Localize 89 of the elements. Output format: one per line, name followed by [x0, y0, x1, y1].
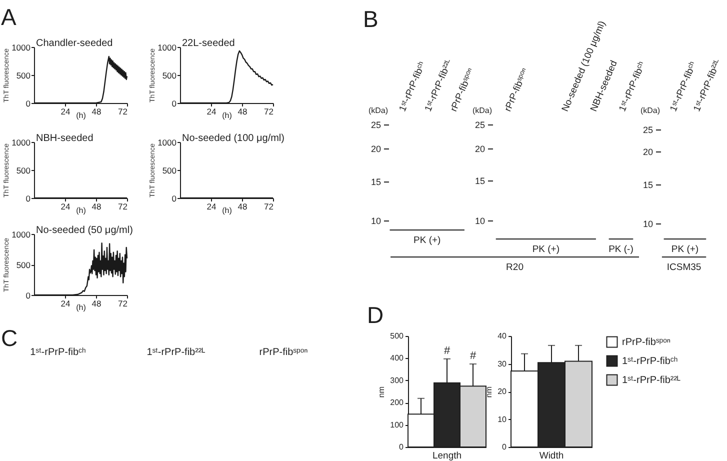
- text: A: [1, 4, 17, 30]
- y-tick-label: 20: [498, 387, 508, 396]
- text: 15: [370, 177, 381, 188]
- y-tick-label: 500: [16, 260, 31, 270]
- y-tick-label: 400: [390, 354, 404, 363]
- y-tick-label: 500: [162, 70, 177, 80]
- text: 20: [370, 144, 381, 154]
- y-tick-label: 0: [26, 98, 31, 108]
- x-axis-title: (h): [222, 111, 232, 120]
- x-tick-label: 72: [118, 298, 128, 308]
- x-tick-label: 24: [60, 106, 70, 116]
- text: 25: [474, 120, 485, 130]
- x-tick-label: 48: [238, 106, 248, 116]
- x-tick-label: 24: [206, 106, 216, 116]
- text: 15: [642, 180, 653, 190]
- text: 20: [642, 146, 653, 157]
- data-label: #: [444, 344, 451, 357]
- x-tick-label: 24: [60, 202, 70, 212]
- y-tick-label: 0: [172, 194, 177, 204]
- text: PK (+): [532, 244, 560, 255]
- chart-title: 22L-seeded: [182, 38, 235, 49]
- text: 15: [474, 176, 485, 186]
- text: 20: [474, 144, 485, 154]
- x-axis-title: (h): [76, 206, 86, 215]
- x-axis-title: (h): [76, 111, 86, 120]
- text: R20: [506, 262, 524, 273]
- x-axis-title: (h): [76, 303, 86, 312]
- y-tick-label: 1000: [12, 138, 31, 148]
- y-tick-label: 500: [162, 166, 177, 176]
- text: ICSM35: [666, 262, 702, 273]
- y-tick-label: 10: [498, 414, 508, 424]
- text: 10: [642, 218, 653, 229]
- x-tick-label: 48: [238, 202, 248, 212]
- y-tick-label: 1000: [158, 42, 177, 52]
- legend-label: 1ˢᵗ-rPrP-fibᶜʰ: [622, 356, 678, 367]
- text: (kDa): [368, 106, 388, 115]
- text: 10: [370, 216, 381, 226]
- text: PK (+): [414, 235, 441, 246]
- text: 25: [642, 125, 653, 135]
- y-tick-label: 200: [390, 398, 404, 408]
- x-tick-label: 72: [118, 106, 128, 116]
- text: B: [363, 6, 378, 32]
- text: (kDa): [472, 106, 492, 115]
- y-axis-title: nm: [377, 386, 386, 398]
- y-axis-title: nm: [484, 386, 494, 398]
- y-tick-label: 0: [172, 98, 177, 108]
- text: PK (+): [671, 244, 699, 255]
- data-label: #: [470, 350, 477, 362]
- y-tick-label: 0: [26, 194, 31, 204]
- y-tick-label: 1000: [158, 138, 177, 148]
- text: 10: [474, 216, 485, 226]
- y-tick-label: 300: [390, 376, 404, 385]
- x-tick-label: Length: [432, 450, 462, 461]
- x-tick-label: 72: [264, 106, 274, 116]
- x-tick-label: 48: [92, 106, 102, 116]
- y-tick-label: 0: [399, 442, 404, 452]
- text: C: [1, 325, 18, 351]
- y-tick-label: 500: [16, 70, 31, 80]
- x-tick-label: 24: [60, 298, 70, 308]
- legend-label: 1ˢᵗ-rPrP-fib²²ᴸ: [622, 375, 682, 386]
- chart-title: Chandler-seeded: [36, 38, 113, 49]
- x-tick-label: 24: [206, 202, 216, 212]
- line-series: [179, 50, 274, 104]
- chart-title: No-seeded (100 μg/ml): [182, 133, 284, 144]
- text: 25: [370, 120, 381, 130]
- x-tick-label: 48: [92, 298, 102, 308]
- x-tick-label: Width: [539, 450, 564, 461]
- x-tick-label: 48: [92, 202, 102, 212]
- chart-title: NBH-seeded: [36, 133, 94, 144]
- x-tick-label: 72: [118, 202, 128, 212]
- y-tick-label: 40: [498, 332, 508, 340]
- y-tick-label: 30: [498, 359, 508, 368]
- chart-title: No-seeded (50 μg/ml): [36, 225, 133, 236]
- text: rPrP-fibˢᵖᵒⁿ: [259, 347, 308, 358]
- y-tick-label: 0: [502, 442, 508, 452]
- x-axis-title: (h): [222, 206, 232, 215]
- y-tick-label: 500: [16, 166, 31, 176]
- text: 1ˢᵗ-rPrP-fib²²ᴸ: [146, 347, 206, 358]
- text: 1ˢᵗ-rPrP-fibᶜʰ: [30, 347, 86, 358]
- text: PK (-): [608, 244, 634, 255]
- x-tick-label: 72: [264, 202, 274, 212]
- text: (kDa): [640, 106, 660, 115]
- y-tick-label: 1000: [12, 42, 31, 52]
- y-tick-label: 1000: [12, 230, 31, 240]
- y-tick-label: 500: [390, 332, 404, 340]
- y-tick-label: 0: [26, 290, 31, 300]
- text: D: [367, 302, 384, 328]
- y-tick-label: 100: [390, 420, 404, 430]
- legend-label: rPrP-fibˢᵖᵒⁿ: [622, 337, 671, 348]
